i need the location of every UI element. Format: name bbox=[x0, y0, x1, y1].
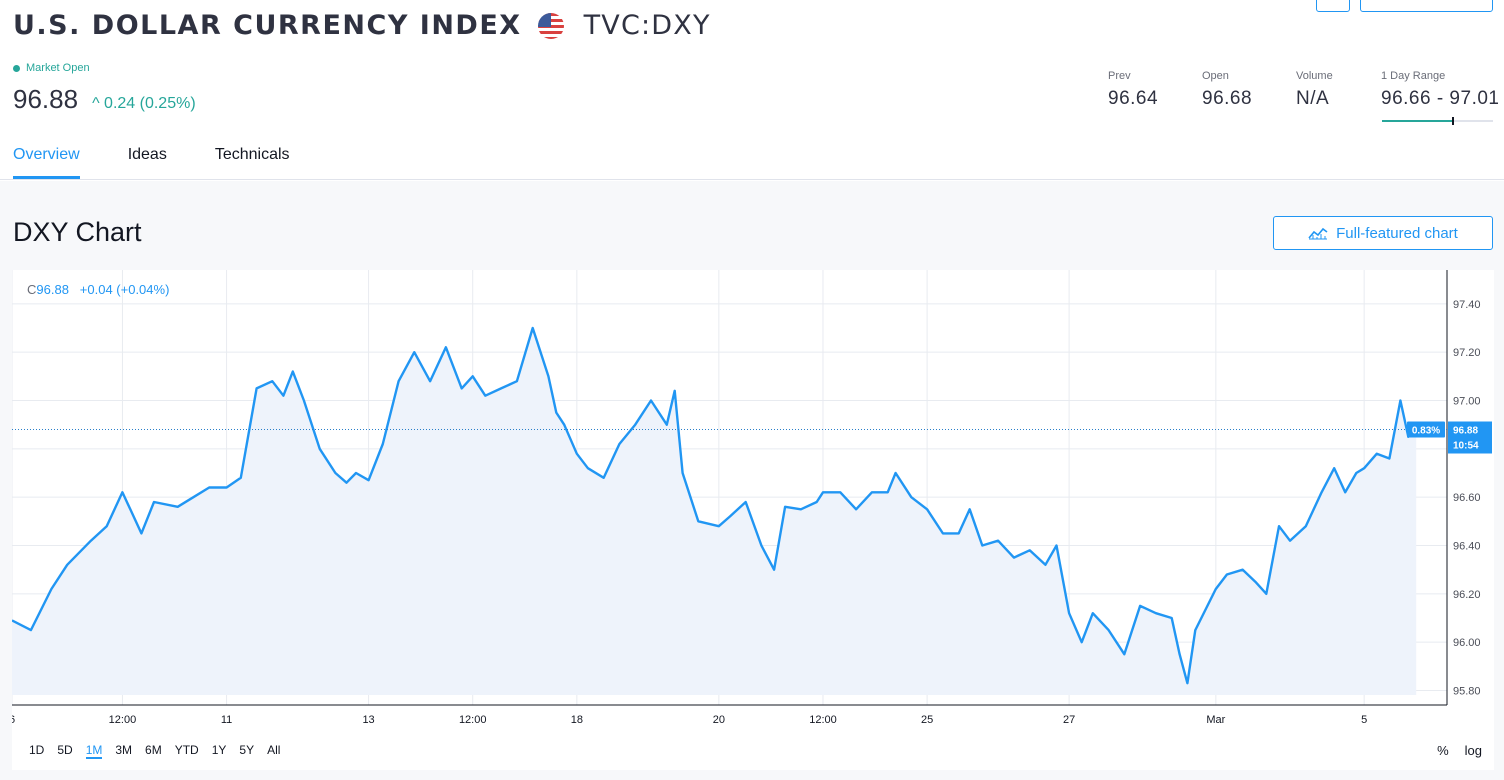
market-status-label: Market Open bbox=[26, 62, 90, 74]
follow-button[interactable] bbox=[1360, 0, 1493, 12]
stat-value: N/A bbox=[1296, 88, 1330, 109]
x-tick-label: 13 bbox=[362, 714, 374, 726]
range-5y-button[interactable]: 5Y bbox=[239, 743, 255, 757]
x-tick-label: 18 bbox=[571, 714, 583, 726]
legend-prefix: C bbox=[27, 282, 37, 297]
chart-section: DXY Chart Full-featured chart 95.80 96.00… bbox=[0, 181, 1504, 780]
range-5d-button[interactable]: 5D bbox=[57, 743, 73, 757]
ticker-symbol: TVC:DXY bbox=[583, 10, 711, 41]
y-tick-label: 96.20 bbox=[1453, 589, 1481, 601]
symbol-title: U.S. DOLLAR CURRENCY INDEX bbox=[13, 10, 522, 41]
tab-ideas[interactable]: Ideas bbox=[127, 146, 167, 163]
stat-label: 1 Day Range bbox=[1381, 70, 1446, 82]
x-tick-label: 25 bbox=[921, 714, 933, 726]
stat-value: 96.64 bbox=[1108, 88, 1159, 109]
day-range-marker bbox=[1451, 117, 1454, 125]
pct-badge bbox=[1407, 421, 1445, 438]
y-tick-label: 96.40 bbox=[1453, 541, 1481, 553]
y-tick-label: 97.00 bbox=[1453, 396, 1481, 408]
range-6m-button[interactable]: 6M bbox=[145, 743, 162, 757]
add-watchlist-button[interactable] bbox=[1316, 0, 1350, 12]
full-featured-chart-label: Full-featured chart bbox=[1336, 224, 1458, 242]
price-line bbox=[12, 326, 1418, 685]
y-tick-label: 97.20 bbox=[1453, 347, 1481, 359]
us-flag-icon bbox=[537, 12, 564, 39]
stat-day-range: 1 Day Range 96.66 - 97.01 bbox=[1381, 70, 1499, 110]
status-dot-icon bbox=[13, 64, 20, 72]
stat-volume: Volume N/A bbox=[1296, 70, 1333, 110]
stat-label: Prev bbox=[1108, 70, 1131, 82]
scale-options: % log bbox=[1421, 743, 1482, 758]
x-tick-label: 5 bbox=[1361, 714, 1367, 726]
tab-overview[interactable]: Overview bbox=[13, 146, 80, 179]
price-change-value: 0.24 (0.25%) bbox=[104, 95, 196, 112]
y-tick-label: 96.00 bbox=[1453, 637, 1481, 649]
title-row: U.S. DOLLAR CURRENCY INDEX TVC:DXY bbox=[13, 10, 711, 41]
chart-line-icon bbox=[1308, 227, 1328, 240]
range-3m-button[interactable]: 3M bbox=[115, 743, 133, 757]
x-tick-label: 12:00 bbox=[809, 714, 837, 726]
legend-close: 96.88 bbox=[36, 282, 69, 297]
log-scale-toggle[interactable]: log bbox=[1464, 743, 1482, 758]
full-featured-chart-button[interactable]: Full-featured chart bbox=[1273, 216, 1493, 250]
chart-legend: C96.88 +0.04 (+0.04%) bbox=[27, 282, 169, 297]
price-chart[interactable]: 95.8096.0096.2096.4096.6096.8097.0097.20… bbox=[12, 270, 1494, 736]
range-ytd-button[interactable]: YTD bbox=[174, 743, 199, 757]
price-row: 96.88 ^ 0.24 (0.25%) bbox=[13, 84, 196, 115]
x-tick-label: 12:00 bbox=[459, 714, 487, 726]
stat-label: Open bbox=[1202, 70, 1229, 82]
last-price: 96.88 bbox=[13, 84, 79, 114]
legend-change: +0.04 (+0.04%) bbox=[79, 282, 170, 297]
day-range-fill bbox=[1382, 120, 1452, 122]
y-tick-label: 97.40 bbox=[1453, 299, 1481, 311]
stat-open: Open 96.68 bbox=[1202, 70, 1252, 110]
range-all-button[interactable]: All bbox=[267, 743, 281, 757]
x-tick-label: 11 bbox=[221, 714, 232, 726]
x-tick-label: 6 bbox=[12, 714, 15, 726]
chart-card: 95.8096.0096.2096.4096.6096.8097.0097.20… bbox=[12, 270, 1494, 770]
range-1m-button[interactable]: 1M bbox=[85, 743, 103, 759]
pct-badge-label: 0.83% bbox=[1412, 426, 1440, 437]
percent-scale-toggle[interactable]: % bbox=[1437, 743, 1449, 758]
y-tick-label: 96.60 bbox=[1453, 492, 1481, 504]
symbol-header: U.S. DOLLAR CURRENCY INDEX TVC:DXY Marke… bbox=[0, 0, 1504, 180]
price-badge bbox=[1448, 421, 1492, 454]
stat-value: 96.66 - 97.01 bbox=[1381, 88, 1500, 109]
x-tick-label: 20 bbox=[713, 714, 725, 726]
range-1d-button[interactable]: 1D bbox=[29, 743, 45, 757]
price-badge-value: 96.88 bbox=[1453, 426, 1478, 437]
x-tick-label: 27 bbox=[1063, 714, 1075, 726]
range-selector: 1D 5D 1M 3M 6M YTD 1Y 5Y All bbox=[29, 743, 293, 759]
stat-value: 96.68 bbox=[1202, 88, 1253, 109]
tab-technicals[interactable]: Technicals bbox=[214, 146, 290, 163]
section-title: DXY Chart bbox=[13, 217, 142, 247]
stat-label: Volume bbox=[1296, 70, 1333, 82]
range-1y-button[interactable]: 1Y bbox=[211, 743, 227, 757]
stat-prev: Prev 96.64 bbox=[1108, 70, 1158, 110]
price-area bbox=[12, 328, 1417, 695]
symbol-tabs: Overview Ideas Technicals bbox=[13, 146, 338, 179]
x-tick-label: 12:00 bbox=[109, 714, 137, 726]
market-status: Market Open bbox=[13, 62, 90, 74]
day-range-bar bbox=[1382, 117, 1493, 125]
price-badge-time: 10:54 bbox=[1453, 441, 1479, 452]
y-tick-label: 95.80 bbox=[1453, 686, 1481, 698]
price-change: ^ 0.24 (0.25%) bbox=[92, 95, 196, 113]
up-caret-icon: ^ bbox=[92, 95, 100, 112]
x-tick-label: Mar bbox=[1206, 714, 1225, 726]
